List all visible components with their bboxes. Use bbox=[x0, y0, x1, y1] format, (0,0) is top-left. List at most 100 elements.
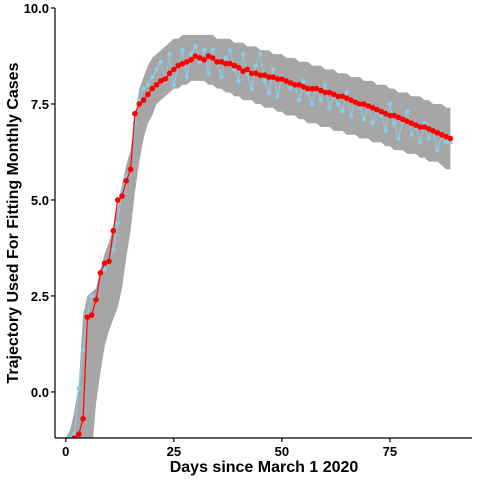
fitted-point bbox=[378, 108, 385, 115]
fitted-point bbox=[248, 70, 255, 77]
observed-point bbox=[89, 293, 94, 299]
fitted-point bbox=[413, 122, 419, 128]
observed-point bbox=[145, 82, 151, 88]
fitted-point bbox=[171, 66, 177, 73]
observed-point bbox=[322, 82, 328, 88]
fitted-point bbox=[227, 60, 233, 67]
fitted-point bbox=[97, 270, 104, 276]
tick-labels: 0 25 50 75 0.0 2.5 5.0 7.5 10.0 bbox=[24, 1, 397, 459]
fitted-point bbox=[218, 59, 225, 65]
fitted-point bbox=[421, 124, 428, 130]
observed-point bbox=[357, 105, 362, 111]
fitted-point bbox=[93, 297, 99, 303]
observed-point bbox=[201, 48, 207, 53]
observed-point bbox=[305, 90, 310, 95]
observed-point bbox=[335, 101, 341, 107]
fitted-point bbox=[136, 101, 143, 107]
observed-point bbox=[271, 67, 276, 72]
fitted-point bbox=[71, 435, 78, 438]
fitted-point bbox=[123, 178, 130, 184]
observed-point bbox=[409, 132, 414, 137]
observed-point bbox=[102, 266, 107, 272]
fitted-point bbox=[447, 135, 454, 142]
fitted-point bbox=[443, 133, 449, 140]
fitted-point bbox=[106, 258, 112, 265]
fitted-point bbox=[369, 105, 376, 111]
observed-point bbox=[383, 128, 388, 134]
observed-point bbox=[141, 86, 146, 91]
observed-point bbox=[219, 74, 224, 80]
fitted-point bbox=[197, 55, 203, 61]
observed-point bbox=[253, 63, 259, 68]
observed-point bbox=[249, 86, 254, 91]
axes bbox=[54, 8, 472, 439]
fitted-point bbox=[404, 118, 411, 125]
fitted-point bbox=[209, 55, 216, 61]
observed-point bbox=[396, 136, 401, 141]
fitted-point bbox=[192, 53, 199, 59]
observed-point bbox=[197, 59, 202, 64]
y-tick-label: 5.0 bbox=[31, 193, 49, 208]
observed-point bbox=[318, 97, 323, 103]
fitted-point bbox=[361, 101, 367, 107]
y-axis-title: Trajectory Used For Fitting Monthly Case… bbox=[5, 62, 22, 383]
observed-point bbox=[158, 59, 164, 64]
x-tick-label: 75 bbox=[383, 444, 397, 459]
fitted-point bbox=[253, 70, 259, 77]
observed-point bbox=[426, 136, 431, 141]
fitted-point bbox=[149, 85, 155, 92]
fitted-point bbox=[110, 227, 117, 234]
fitted-point bbox=[387, 112, 393, 119]
fitted-point bbox=[119, 193, 125, 199]
fitted-point bbox=[365, 103, 372, 109]
fitted-point bbox=[166, 70, 173, 77]
observed-point bbox=[361, 117, 367, 122]
fitted-point bbox=[318, 87, 324, 94]
fitted-point bbox=[374, 106, 380, 113]
observed-point bbox=[258, 51, 263, 57]
fitted-point bbox=[201, 57, 207, 63]
fitted-point bbox=[80, 416, 86, 422]
observed-point bbox=[111, 247, 116, 253]
fitted-point bbox=[175, 62, 181, 69]
observed-point bbox=[223, 55, 228, 61]
fitted-point bbox=[417, 124, 423, 130]
fitted-point bbox=[335, 93, 341, 100]
observed-point bbox=[417, 140, 423, 145]
fitted-point bbox=[270, 74, 277, 80]
observed-point bbox=[275, 94, 280, 99]
observed-point bbox=[150, 74, 155, 80]
fitted-point bbox=[244, 66, 251, 73]
fitted-point bbox=[391, 112, 398, 119]
fitted-point bbox=[261, 72, 268, 78]
fitted-point bbox=[179, 60, 186, 67]
confidence-band bbox=[65, 34, 451, 438]
fitted-point bbox=[326, 89, 333, 96]
fitted-point bbox=[426, 126, 432, 132]
observed-point bbox=[309, 101, 315, 107]
fitted-point bbox=[309, 85, 315, 92]
fitted-point bbox=[382, 110, 389, 117]
fitted-point bbox=[343, 95, 350, 101]
observed-point bbox=[262, 78, 267, 84]
observed-point bbox=[422, 121, 427, 126]
fitted-point bbox=[356, 101, 363, 107]
observed-point bbox=[137, 97, 142, 103]
fitted-point bbox=[158, 78, 164, 84]
fitted-point bbox=[114, 197, 121, 203]
observed-point bbox=[245, 71, 250, 76]
fitted-point bbox=[292, 82, 298, 88]
fitted-point bbox=[408, 120, 415, 126]
observed-point bbox=[370, 121, 375, 126]
observed-point bbox=[288, 86, 293, 91]
x-axis-title: Days since March 1 2020 bbox=[170, 459, 359, 476]
fitted-point bbox=[162, 76, 168, 82]
observed-point bbox=[115, 220, 120, 226]
x-tick-label: 50 bbox=[275, 444, 289, 459]
observed-point bbox=[154, 67, 159, 72]
observed-point bbox=[188, 51, 194, 57]
fitted-point bbox=[430, 128, 436, 134]
observed-point bbox=[80, 347, 86, 352]
fitted-point bbox=[395, 114, 402, 121]
observed-point bbox=[210, 48, 215, 53]
